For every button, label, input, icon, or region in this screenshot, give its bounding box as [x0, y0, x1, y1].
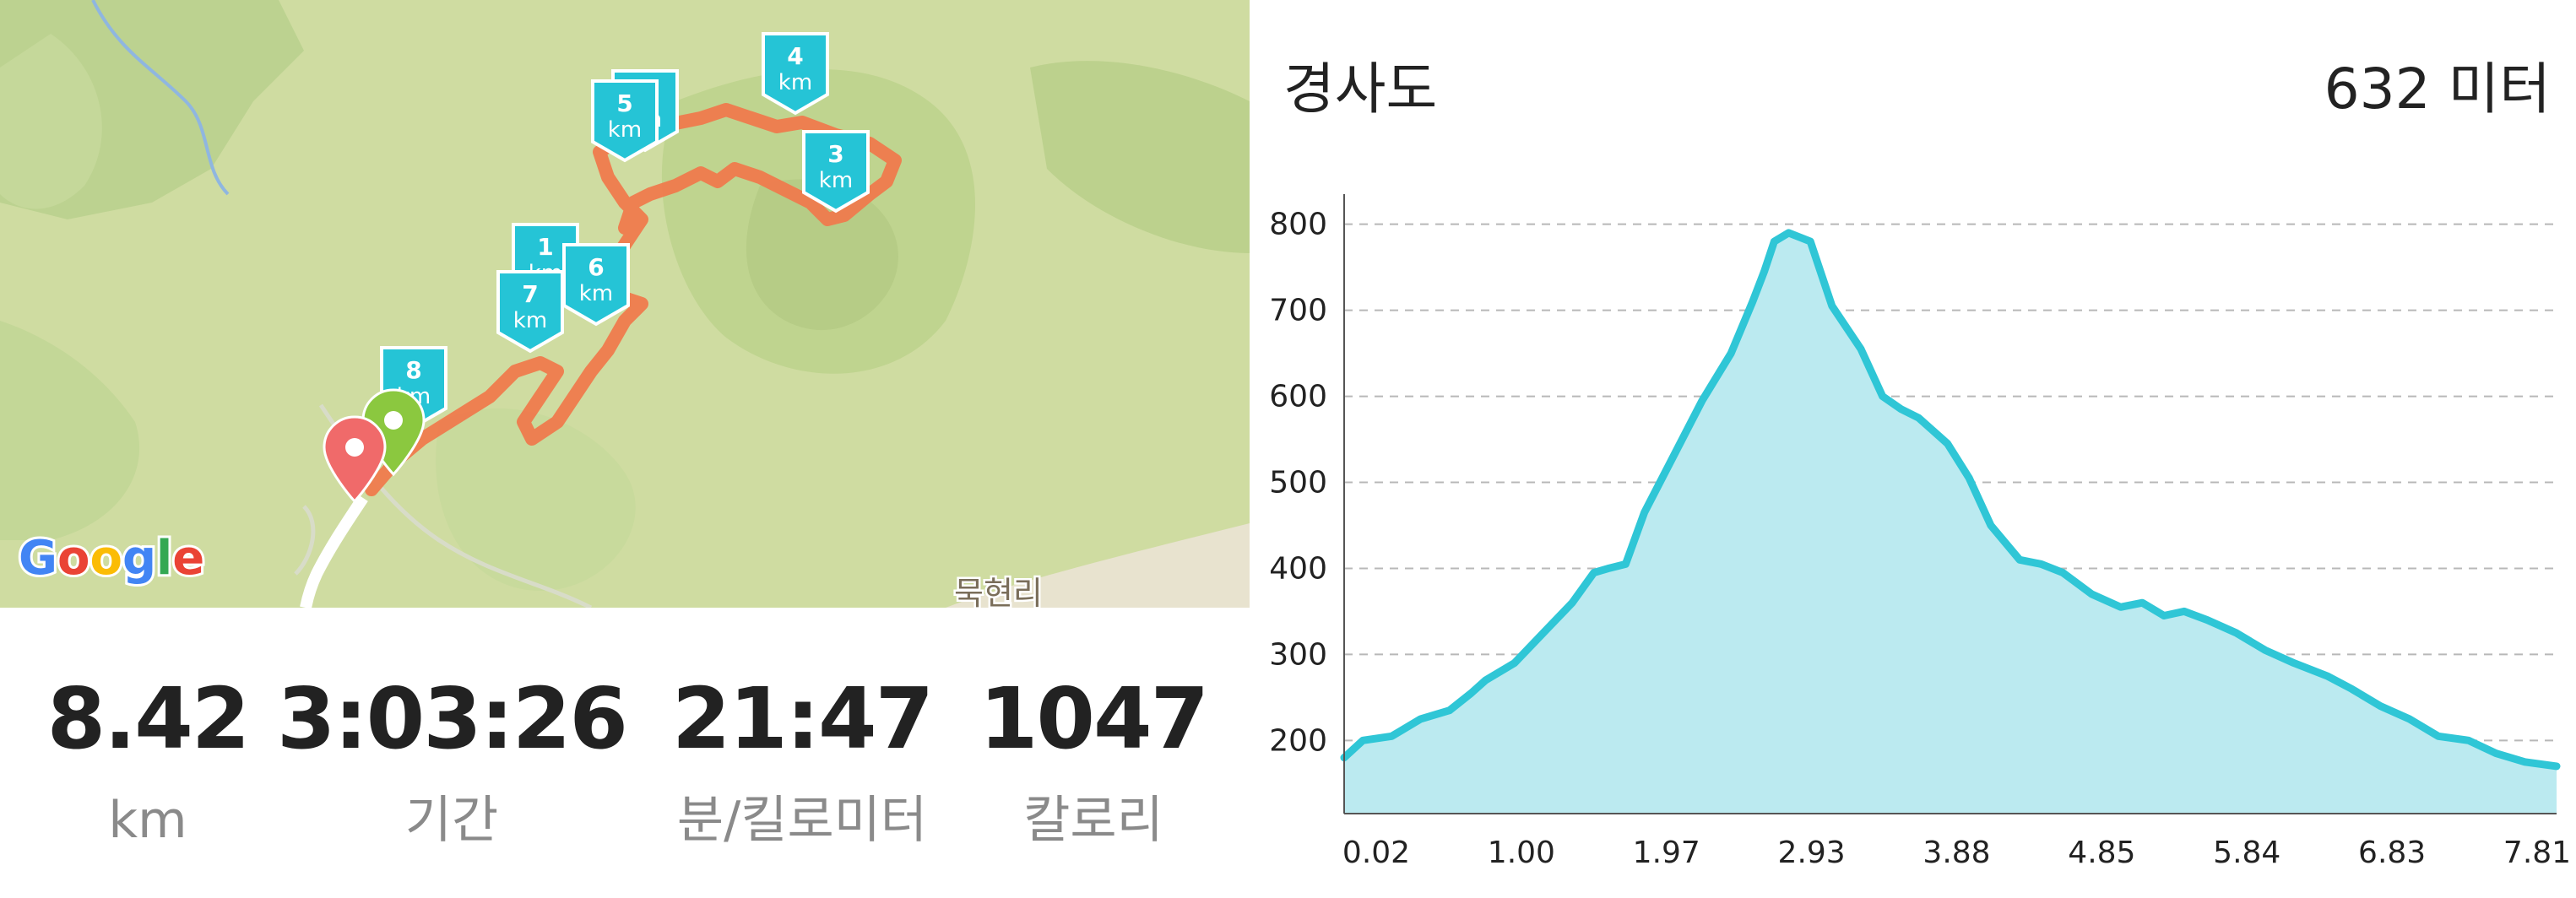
google-logo-text: Google [19, 531, 204, 586]
y-tick-label: 200 [1269, 723, 1327, 758]
stat-distance-label: km [108, 791, 187, 850]
map-forest-patch [0, 34, 102, 209]
stat-duration-value: 3:03:26 [277, 669, 628, 768]
km-marker-4-number: 4 [787, 42, 803, 70]
km-marker-7-number: 7 [522, 280, 538, 308]
chart-area-layer [1340, 229, 2561, 814]
y-tick-label: 800 [1269, 208, 1327, 242]
stats-row: 8.42 km 3:03:26 기간 21:47 분/킬로미터 1047 칼로리 [0, 608, 1250, 898]
map-stream [91, 0, 230, 196]
x-tick-label: 1.97 [1633, 836, 1700, 870]
map-forest-patch [746, 179, 898, 331]
x-tick-label: 6.83 [2358, 836, 2426, 870]
x-tick-label: 4.85 [2068, 836, 2135, 870]
km-marker-3-unit: km [819, 168, 853, 193]
map-road [300, 495, 368, 608]
km-marker-4[interactable]: 4 km [762, 32, 829, 116]
x-tick-label: 3.88 [1923, 836, 1990, 870]
route-map[interactable]: 1 km 2 km 3 km 4 km [0, 0, 1250, 608]
km-marker-3-number: 3 [827, 140, 843, 168]
x-tick-label: 5.84 [2213, 836, 2280, 870]
stat-distance-value: 8.42 [46, 669, 251, 768]
km-marker-5[interactable]: 5 km [591, 79, 659, 163]
km-marker-6-unit: km [579, 281, 613, 306]
map-canvas: 1 km 2 km 3 km 4 km [0, 0, 1250, 608]
elevation-area-fill [1344, 232, 2557, 814]
elevation-line [1340, 229, 2561, 771]
x-tick-labels: 0.02 1.00 1.97 2.93 3.88 4.85 5.84 6.83 7.81 [1342, 836, 2571, 870]
x-tick-label: 1.00 [1488, 836, 1555, 870]
elevation-chart: 200 300 400 500 600 700 800 0.02 1.00 1.97 2.93 3.… [1269, 194, 2571, 870]
elevation-total: 632 미터 [2324, 57, 2551, 122]
map-place-label: 묵현리 [954, 575, 1043, 608]
elevation-panel: 경사도 632 미터 200 300 400 500 600 700 800 0.02 1.0… [1250, 0, 2576, 898]
km-marker-6[interactable]: 6 km [562, 243, 630, 327]
map-forest-patch [0, 321, 140, 540]
map-minor-road [294, 505, 316, 576]
google-logo: Google [16, 528, 207, 588]
km-marker-7-unit: km [513, 308, 547, 333]
y-tick-label: 600 [1269, 380, 1327, 414]
stat-duration-label: 기간 [404, 791, 499, 850]
stat-pace-label: 분/킬로미터 [676, 791, 928, 850]
km-marker-5-unit: km [608, 117, 642, 143]
elevation-header: 경사도 632 미터 [1283, 44, 2551, 122]
y-tick-label: 700 [1269, 294, 1327, 328]
end-pin-icon[interactable] [323, 415, 387, 504]
km-marker-3[interactable]: 3 km [802, 130, 870, 214]
km-marker-5-number: 5 [616, 89, 632, 117]
y-tick-label: 500 [1269, 466, 1327, 500]
map-forest-patch [436, 408, 636, 591]
y-tick-label: 400 [1269, 551, 1327, 586]
stat-calories-label: 칼로리 [1023, 791, 1163, 850]
y-tick-label: 300 [1269, 637, 1327, 672]
map-forest-patch [1030, 61, 1250, 253]
map-town-area [946, 523, 1250, 608]
x-tick-label: 2.93 [1778, 836, 1846, 870]
km-marker-1-number: 1 [537, 233, 553, 261]
km-marker-6-number: 6 [588, 253, 604, 281]
km-marker-7[interactable]: 7 km [496, 270, 564, 354]
left-panel: 1 km 2 km 3 km 4 km [0, 0, 1250, 898]
stat-pace-value: 21:47 [671, 669, 934, 768]
km-marker-8-number: 8 [405, 356, 421, 384]
stat-calories-value: 1047 [979, 669, 1209, 768]
chart-axes [1343, 194, 2557, 814]
elevation-title: 경사도 [1283, 57, 1438, 122]
km-marker-4-unit: km [778, 70, 812, 95]
x-tick-label: 7.81 [2503, 836, 2571, 870]
x-tick-label: 0.02 [1342, 836, 1410, 870]
y-tick-labels: 200 300 400 500 600 700 800 [1269, 208, 1327, 759]
